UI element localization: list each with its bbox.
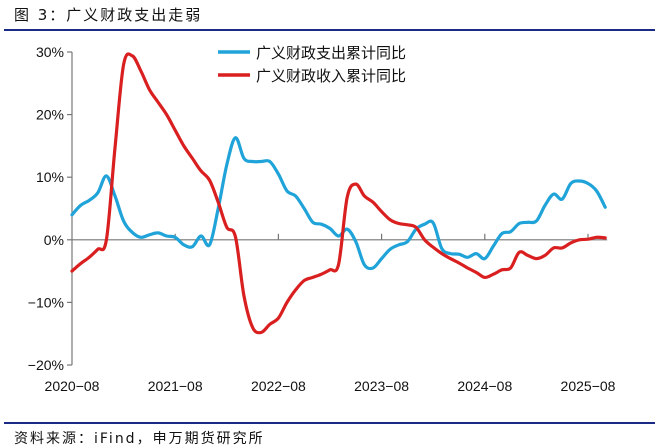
- figure-title: 图 3：广义财政支出走弱: [14, 6, 203, 24]
- bottom-rule: [4, 422, 655, 424]
- x-tick-label: 2021−08: [148, 378, 203, 394]
- y-tick-label: 30%: [36, 44, 64, 60]
- y-tick-label: 0%: [44, 232, 64, 248]
- y-tick-label: 20%: [36, 107, 64, 123]
- x-tick-label: 2022−08: [251, 378, 306, 394]
- y-tick-label: −20%: [28, 357, 64, 373]
- top-rule: [4, 29, 655, 31]
- legend-label: 广义财政收入累计同比: [256, 67, 406, 85]
- x-tick-label: 2023−08: [354, 378, 409, 394]
- x-tick-label: 2020−08: [45, 378, 100, 394]
- source-note: 资料来源：iFind，申万期货研究所: [14, 431, 265, 447]
- series-line-revenue: [70, 52, 607, 335]
- series-line-expenditure: [70, 136, 607, 271]
- x-tick-label: 2025−08: [561, 378, 616, 394]
- legend-label: 广义财政支出累计同比: [256, 44, 406, 62]
- y-tick-label: −10%: [28, 294, 64, 310]
- x-tick-label: 2024−08: [457, 378, 512, 394]
- y-tick-label: 10%: [36, 169, 64, 185]
